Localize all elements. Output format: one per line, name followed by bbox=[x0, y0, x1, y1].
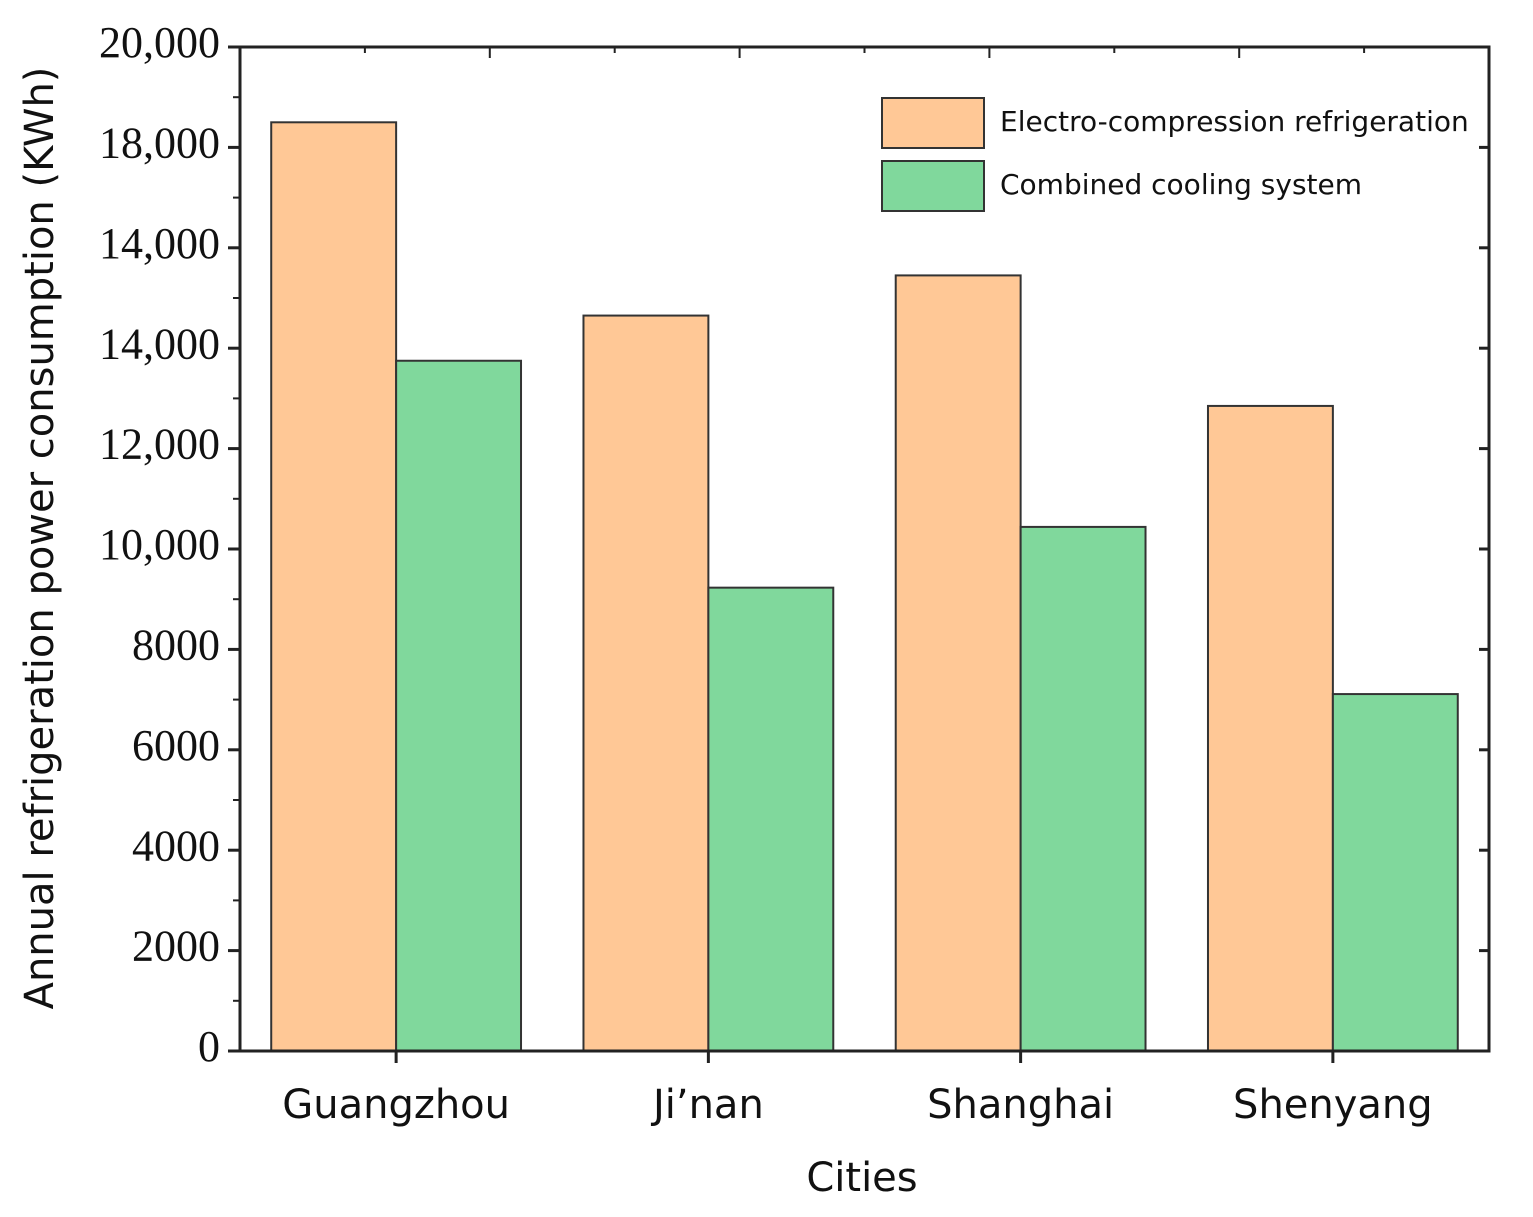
bar bbox=[270, 121, 398, 1053]
x-axis-label: Cities bbox=[806, 1155, 917, 1201]
y-tick-label: 6000 bbox=[132, 721, 220, 770]
y-tick-label: 12,000 bbox=[99, 420, 220, 469]
y-tick-label: 0 bbox=[198, 1022, 220, 1071]
y-tick-label: 2000 bbox=[132, 922, 220, 971]
legend-swatch bbox=[881, 160, 985, 212]
y-axis-label: Annual refrigeration power consumption (… bbox=[17, 67, 63, 1010]
y-tick-label: 20,000 bbox=[99, 18, 220, 67]
y-tick-label: 18,000 bbox=[99, 118, 220, 167]
bar bbox=[1019, 525, 1147, 1052]
x-tick-label: Shanghai bbox=[927, 1082, 1114, 1128]
x-tick-label: Guangzhou bbox=[282, 1082, 510, 1128]
bar bbox=[894, 274, 1022, 1053]
x-tick-label: Ji’nan bbox=[650, 1082, 764, 1128]
y-tick-label: 4000 bbox=[132, 821, 220, 870]
y-tick-label: 10,000 bbox=[99, 520, 220, 569]
bar bbox=[707, 586, 835, 1052]
y-tick-label: 8000 bbox=[132, 620, 220, 669]
bar bbox=[1331, 693, 1459, 1052]
y-tick-label: 14,000 bbox=[99, 319, 220, 368]
bar bbox=[1206, 404, 1334, 1052]
plot-frame bbox=[238, 45, 1491, 1053]
x-tick-label: Shenyang bbox=[1233, 1082, 1433, 1128]
legend-swatch bbox=[881, 97, 985, 149]
bar bbox=[582, 314, 710, 1052]
y-tick-label: 14,000 bbox=[99, 219, 220, 268]
bar bbox=[395, 359, 523, 1052]
legend-label: Combined cooling system bbox=[1000, 168, 1362, 201]
legend-label: Electro-compression refrigeration bbox=[1000, 105, 1469, 138]
